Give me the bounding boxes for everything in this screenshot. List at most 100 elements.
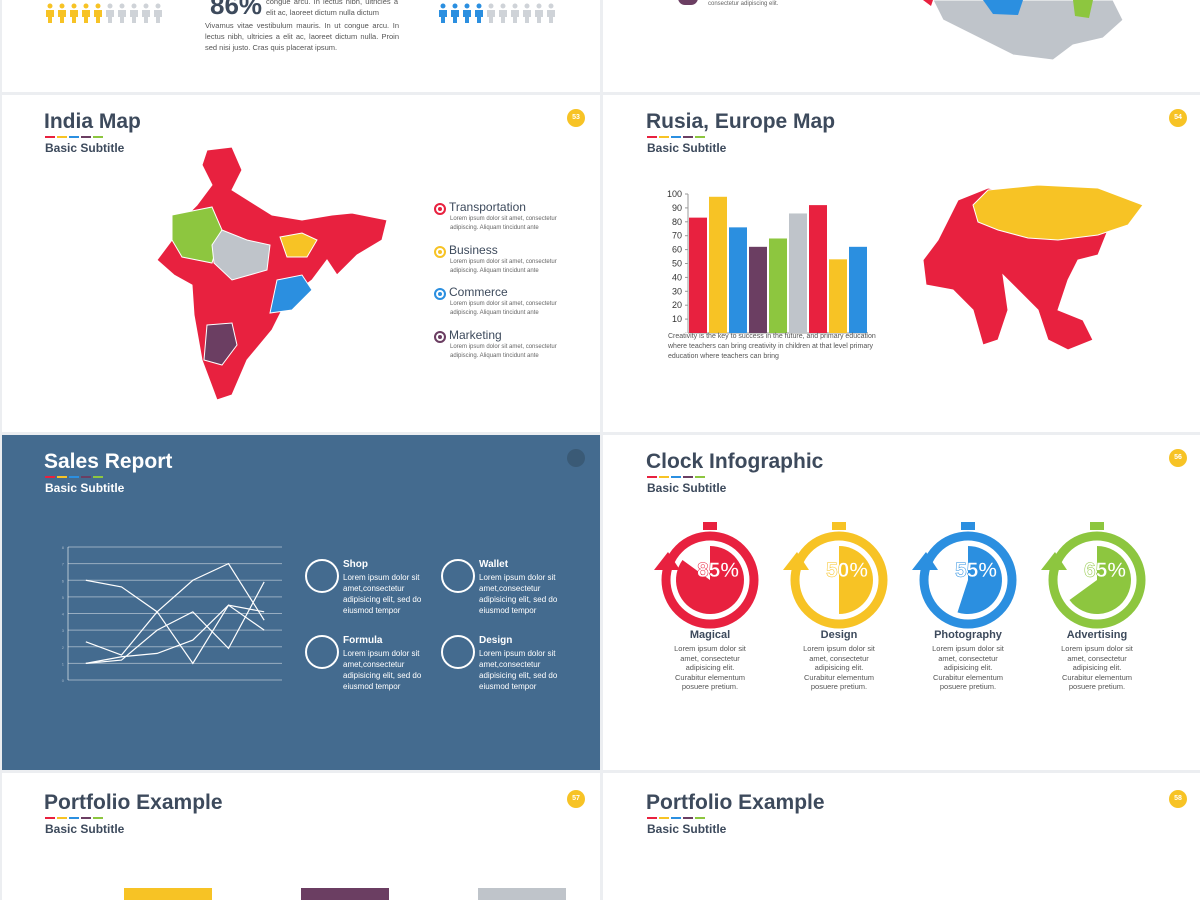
dash	[69, 136, 79, 138]
y-tick-label: 80	[672, 217, 682, 227]
item-icon	[441, 635, 475, 669]
y-tick-label: 6	[62, 578, 65, 583]
title: Rusia, Europe Map	[646, 110, 836, 133]
item-name: Shop	[343, 559, 368, 570]
dash	[45, 817, 55, 819]
dash	[647, 476, 657, 478]
region	[211, 229, 271, 281]
icon-body	[451, 10, 459, 23]
icon-head	[512, 3, 518, 9]
icon-body	[142, 10, 150, 23]
dash	[671, 476, 681, 478]
region	[156, 146, 388, 401]
bar	[809, 205, 827, 333]
item-icon	[305, 559, 339, 593]
knob	[961, 522, 975, 530]
line	[85, 581, 265, 664]
legend-marker	[434, 288, 446, 300]
dash	[695, 136, 705, 138]
region	[983, 0, 1023, 15]
line	[85, 579, 265, 665]
title: Portfolio Example	[646, 791, 825, 814]
dash	[93, 476, 103, 478]
icon-head	[119, 3, 125, 9]
map	[156, 146, 388, 401]
icon-head	[131, 3, 137, 9]
bar-chart: 10 20 30 40 50 60 70 80 90 100	[667, 189, 868, 334]
y-tick-label: 20	[672, 300, 682, 310]
slide: Portfolio Example Basic Subtitle 57	[2, 773, 600, 900]
legend-name: Commerce	[449, 285, 508, 299]
icon-head	[464, 3, 470, 9]
dash	[671, 817, 681, 819]
dash	[671, 136, 681, 138]
page-number: 58	[1169, 790, 1187, 808]
title: Portfolio Example	[44, 791, 223, 814]
stat: 86%	[210, 0, 263, 20]
page-number: 53	[567, 109, 585, 127]
icon-head	[488, 3, 494, 9]
item-icon	[305, 635, 339, 669]
y-tick-label: 3	[62, 628, 65, 633]
y-tick-label: 7	[62, 562, 65, 567]
map	[922, 184, 1144, 351]
subtitle: Basic Subtitle	[45, 822, 125, 836]
icon-body	[106, 10, 114, 23]
y-tick-label: 90	[672, 203, 682, 213]
line	[85, 562, 265, 656]
legend-name: Business	[449, 242, 498, 257]
page-number	[567, 449, 585, 467]
dash	[69, 817, 79, 819]
description: Lorem ipsum dolor sit amet, consectetur …	[803, 644, 875, 691]
y-tick-label: 100	[667, 189, 682, 199]
item-name: Wallet	[479, 559, 509, 570]
legend-marker	[434, 330, 446, 343]
region	[923, 0, 933, 6]
y-tick-label: 50	[672, 259, 682, 269]
subtitle: Basic Subtitle	[647, 141, 727, 155]
y-tick-label: 60	[672, 245, 682, 255]
y-tick-label: 40	[672, 272, 682, 282]
dash	[93, 817, 103, 819]
y-tick-label: 2	[62, 645, 65, 650]
knob	[1090, 522, 1104, 530]
subtitle: Basic Subtitle	[45, 141, 125, 155]
category-label: Design	[820, 629, 858, 641]
dash	[69, 476, 79, 478]
icon-body	[439, 10, 447, 23]
icon-head	[536, 3, 542, 9]
page-number: 57	[567, 790, 585, 808]
y-tick-label: 0	[62, 678, 65, 683]
icon-body	[475, 10, 483, 23]
page-number: 56	[1169, 449, 1187, 467]
region	[203, 322, 238, 366]
category-label: Magical	[689, 629, 731, 641]
gauge-wedge	[676, 546, 744, 614]
dash	[659, 817, 669, 819]
icon-body	[130, 10, 138, 23]
item-text: Lorem ipsum dolor sit amet,consectetur a…	[479, 649, 558, 691]
legend-marker	[434, 203, 446, 215]
subtitle: Basic Subtitle	[647, 481, 727, 495]
dash	[81, 476, 91, 478]
item-text: Lorem ipsum dolor sit amet,consectetur a…	[343, 573, 422, 615]
dash	[659, 476, 669, 478]
icon-body	[511, 10, 519, 23]
icon-body	[58, 10, 66, 23]
caption: Creativity is the key to success in the …	[668, 333, 876, 360]
icon-head	[548, 3, 554, 9]
legend-text: Lorem ipsum dolor sit amet, consectetur …	[450, 258, 557, 274]
category-label: Photography	[934, 629, 1002, 641]
people-icons	[439, 3, 555, 23]
knob	[832, 522, 846, 530]
slide: Rusia, Europe Map Basic Subtitle 54 10 20…	[603, 95, 1200, 432]
legend-name: Transportation	[449, 200, 526, 214]
icon-head	[71, 3, 77, 9]
title: Sales Report	[44, 450, 173, 473]
icon-head	[143, 3, 149, 9]
icon-head	[524, 3, 530, 9]
legend-name: Marketing	[449, 327, 502, 342]
icon-body	[70, 10, 78, 23]
y-tick-label: 8	[62, 545, 65, 550]
